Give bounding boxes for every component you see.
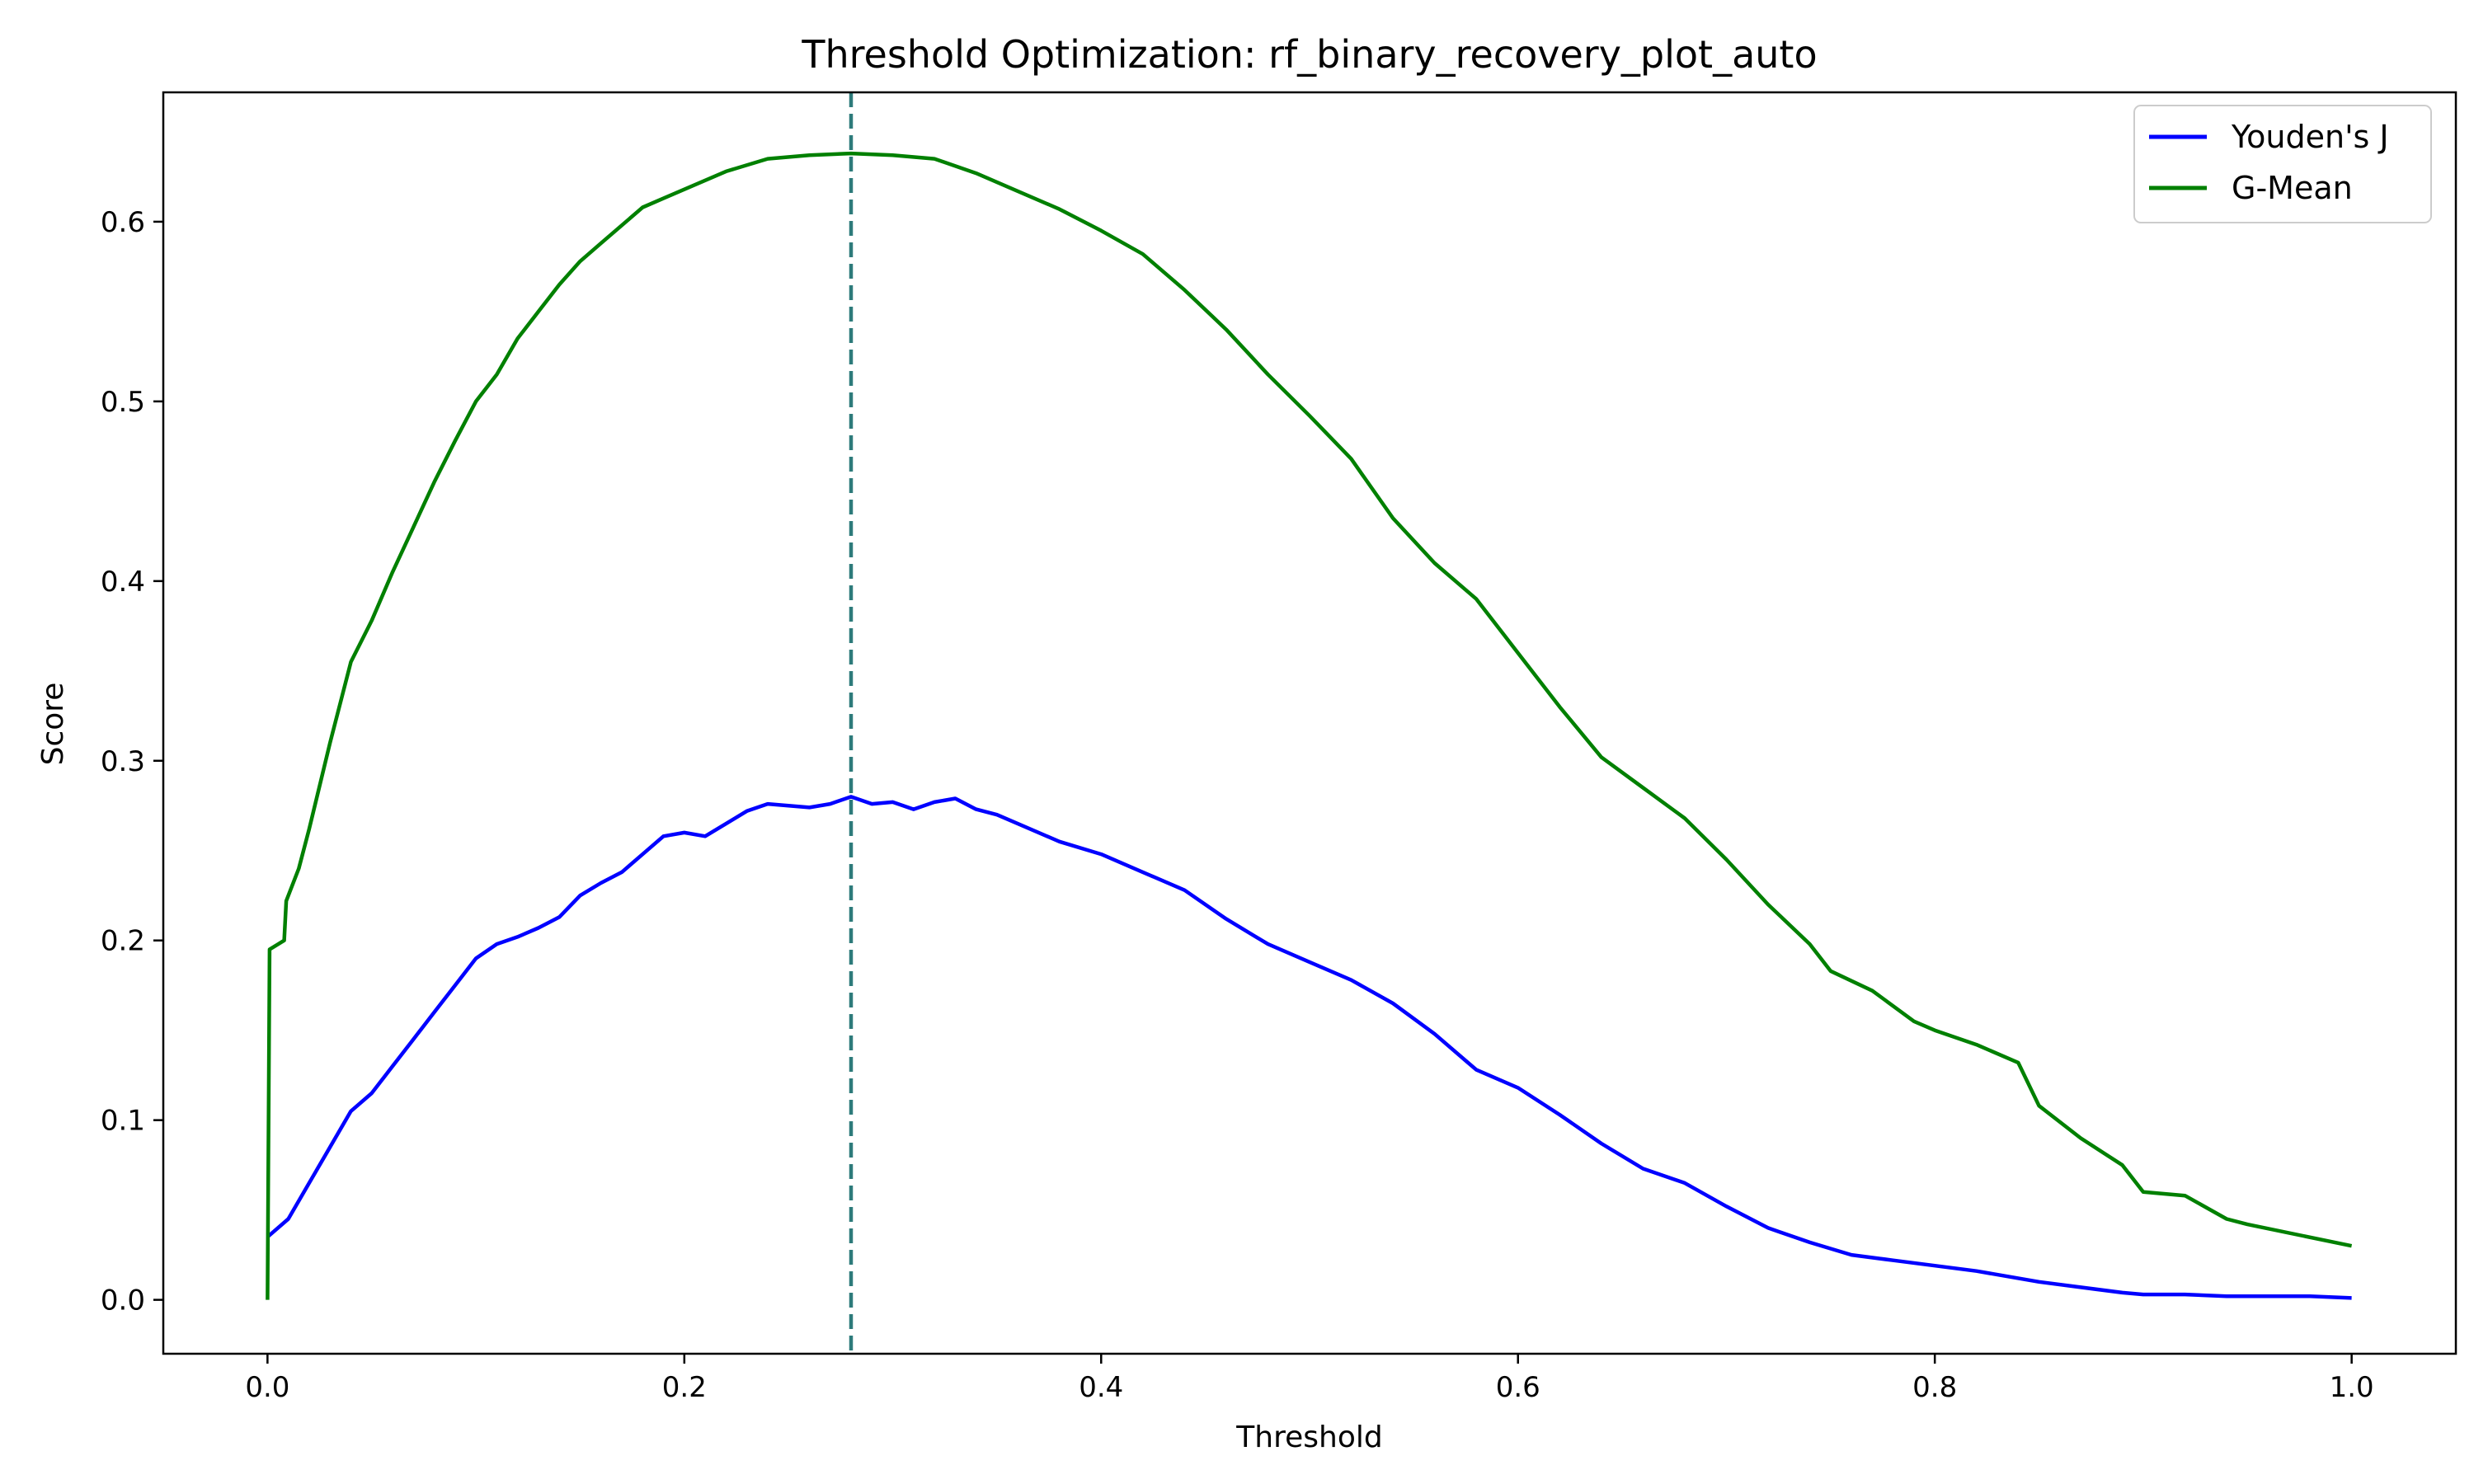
y-axis-label: Score (36, 683, 70, 766)
x-axis-label: Threshold (1235, 1421, 1382, 1454)
legend-label: G-Mean (2232, 170, 2353, 206)
y-tick-label: 0.0 (101, 1284, 145, 1317)
x-tick-label: 1.0 (2330, 1371, 2374, 1404)
y-tick-label: 0.2 (101, 925, 145, 958)
x-tick-label: 0.6 (1496, 1371, 1540, 1404)
plot-area (162, 91, 2458, 1355)
legend-box (2133, 105, 2432, 223)
y-axis: 0.0 0.1 0.2 0.3 0.4 0.5 0.6 (101, 206, 163, 1317)
plot-frame (162, 91, 2458, 1355)
x-tick-label: 0.4 (1079, 1371, 1123, 1404)
y-tick-label: 0.1 (101, 1105, 145, 1138)
series-line-g-mean (266, 151, 2353, 1300)
y-tick-label: 0.5 (101, 386, 145, 419)
chart-title: Threshold Optimization: rf_binary_recove… (801, 32, 1817, 77)
x-tick-label: 0.0 (245, 1371, 289, 1404)
legend: Youden's J G-Mean (2133, 105, 2432, 223)
y-tick-label: 0.6 (101, 206, 145, 239)
x-tick-label: 0.2 (662, 1371, 707, 1404)
x-axis: 0.0 0.2 0.4 0.6 0.8 1.0 (245, 1354, 2374, 1404)
x-tick-label: 0.8 (1912, 1371, 1957, 1404)
y-tick-label: 0.4 (101, 566, 145, 599)
y-tick-label: 0.3 (101, 745, 145, 778)
legend-label: Youden's J (2231, 119, 2389, 155)
series-line-youden-s-j (266, 795, 2352, 1300)
